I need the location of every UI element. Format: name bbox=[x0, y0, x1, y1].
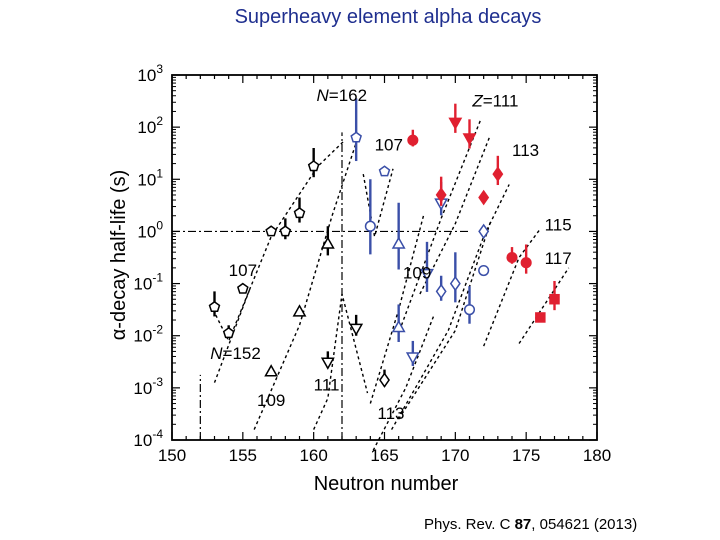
x-tick-label: 165 bbox=[370, 446, 398, 465]
data-point-z113-diamond bbox=[449, 275, 461, 292]
x-tick-label: 180 bbox=[583, 446, 611, 465]
annotation-label: 113 bbox=[512, 141, 539, 160]
trend-line-z117 bbox=[518, 267, 570, 344]
annotation-label: 115 bbox=[545, 215, 572, 234]
x-tick-label: 170 bbox=[441, 446, 469, 465]
trend-line-z111 bbox=[400, 119, 482, 326]
data-point-z111-triangle-down bbox=[405, 352, 420, 365]
x-axis-label: Neutron number bbox=[314, 473, 459, 495]
y-tick-label: 101 bbox=[137, 166, 163, 189]
annotation-label: 107 bbox=[229, 261, 257, 280]
annotation-label: N=152 bbox=[210, 344, 261, 363]
citation-suffix: , 054621 (2013) bbox=[531, 516, 638, 533]
data-point-z113-diamond bbox=[435, 187, 447, 203]
data-point-z107-pentagon bbox=[222, 326, 235, 339]
annotation-label: 107 bbox=[375, 136, 403, 155]
citation-volume: 87 bbox=[514, 516, 532, 533]
slide-title: Superheavy element alpha decays bbox=[234, 6, 542, 28]
data-point-z111-triangle-down bbox=[462, 133, 477, 146]
data-points bbox=[208, 98, 560, 388]
trend-line-z107 bbox=[212, 139, 346, 343]
data-point-z109-triangle-up bbox=[391, 236, 406, 249]
data-point-z117-square bbox=[535, 312, 546, 323]
data-point-z115-circle bbox=[407, 134, 419, 146]
data-point-z113-diamond bbox=[478, 189, 490, 206]
data-point-z107-pentagon bbox=[307, 160, 320, 172]
data-point-z111-triangle-down bbox=[320, 357, 335, 370]
trend-line-z113 bbox=[372, 314, 435, 451]
y-tick-label: 10-4 bbox=[133, 427, 163, 450]
annotation-label: 109 bbox=[257, 391, 285, 410]
trend-line-z113 bbox=[390, 184, 510, 430]
trend-line-z111 bbox=[313, 293, 369, 430]
trend-line-z115 bbox=[398, 220, 492, 420]
y-tick-label: 10-1 bbox=[133, 271, 163, 294]
annotations: N=162 Z=111 107 113 115 107 109 117 N=152 109 111 1… bbox=[210, 86, 571, 423]
data-point-z111-triangle-down bbox=[349, 323, 364, 336]
reference-lines bbox=[172, 132, 470, 440]
data-point-z109-triangle-up bbox=[320, 236, 335, 249]
data-point-z113-diamond bbox=[492, 166, 504, 182]
data-point-z107-pentagon bbox=[237, 282, 249, 294]
y-axis-label: α-decay half-life (s) bbox=[108, 170, 130, 341]
y-tick-label: 100 bbox=[137, 218, 163, 241]
data-point-z107-pentagon bbox=[279, 225, 292, 237]
x-axis-ticks: 150 155 160 165 170 175 180 bbox=[158, 75, 611, 465]
data-point-z107-circle bbox=[364, 220, 376, 232]
annotation-label: Z=111 bbox=[471, 91, 518, 110]
data-point-z109-triangle-up bbox=[391, 319, 406, 333]
data-point-z117-square bbox=[549, 293, 560, 305]
citation-prefix: Phys. Rev. C bbox=[424, 516, 515, 533]
data-point-z109-triangle-up bbox=[292, 304, 307, 317]
annotation-label: 109 bbox=[403, 263, 431, 282]
data-point-z111-triangle-down bbox=[420, 268, 434, 282]
trend-line-z109 bbox=[253, 142, 357, 430]
citation: Phys. Rev. C 87, 054621 (2013) bbox=[424, 516, 637, 533]
annotation-label: 111 bbox=[314, 375, 340, 394]
x-tick-label: 175 bbox=[512, 446, 540, 465]
data-point-z115-circle bbox=[520, 257, 532, 269]
data-point-z113-diamond bbox=[478, 223, 490, 240]
data-point-z113-diamond bbox=[379, 372, 390, 388]
data-point-z111-triangle-down bbox=[448, 117, 463, 130]
data-point-z107-pentagon bbox=[350, 131, 362, 143]
data-point-z107-pentagon bbox=[293, 207, 306, 219]
x-tick-label: 150 bbox=[158, 446, 186, 465]
x-tick-label: 155 bbox=[229, 446, 257, 465]
data-point-z115-circle bbox=[478, 264, 490, 277]
data-point-z113-diamond bbox=[435, 283, 447, 300]
data-point-z107-pentagon bbox=[378, 165, 391, 177]
annotation-label: 117 bbox=[545, 249, 572, 268]
y-tick-label: 103 bbox=[137, 62, 163, 85]
y-axis-ticks: 10-4 10-3 10-2 10-1 100 101 102 103 bbox=[133, 62, 597, 450]
trend-line-z107 bbox=[362, 168, 394, 237]
data-point-z109-triangle-up bbox=[264, 364, 279, 377]
y-tick-label: 10-2 bbox=[133, 323, 163, 346]
data-point-z115-circle bbox=[463, 304, 476, 316]
data-point-z107-pentagon bbox=[265, 225, 277, 237]
data-point-z115-circle bbox=[506, 251, 518, 264]
y-tick-label: 102 bbox=[137, 114, 163, 137]
annotation-label: 113 bbox=[377, 404, 404, 423]
data-point-z107-pentagon bbox=[208, 300, 221, 312]
x-tick-label: 160 bbox=[299, 446, 327, 465]
annotation-label: N=162 bbox=[317, 86, 368, 105]
trend-line-z115 bbox=[483, 228, 541, 347]
y-tick-label: 10-3 bbox=[133, 375, 163, 398]
